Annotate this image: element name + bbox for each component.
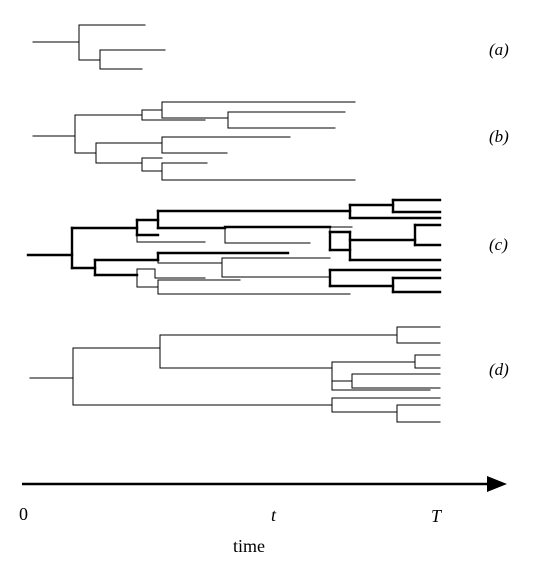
- tree-c-extinct-lineages: [136, 226, 353, 295]
- panel-label-d: (d): [489, 360, 509, 379]
- axis-end-label: T: [431, 506, 443, 526]
- panel-label-c: (c): [489, 235, 508, 254]
- panel-label-a: (a): [489, 40, 509, 59]
- tree-d: [29, 326, 441, 423]
- panel-label-b: (b): [489, 127, 509, 146]
- axis-title: time: [233, 536, 265, 556]
- tree-a: [32, 24, 166, 70]
- tree-c-surviving-lineages: [26, 198, 442, 294]
- time-axis: [22, 476, 507, 492]
- tree-b: [32, 101, 356, 181]
- axis-t-label: t: [271, 505, 277, 525]
- axis-arrowhead-icon: [487, 476, 507, 492]
- axis-origin-label: 0: [19, 504, 28, 524]
